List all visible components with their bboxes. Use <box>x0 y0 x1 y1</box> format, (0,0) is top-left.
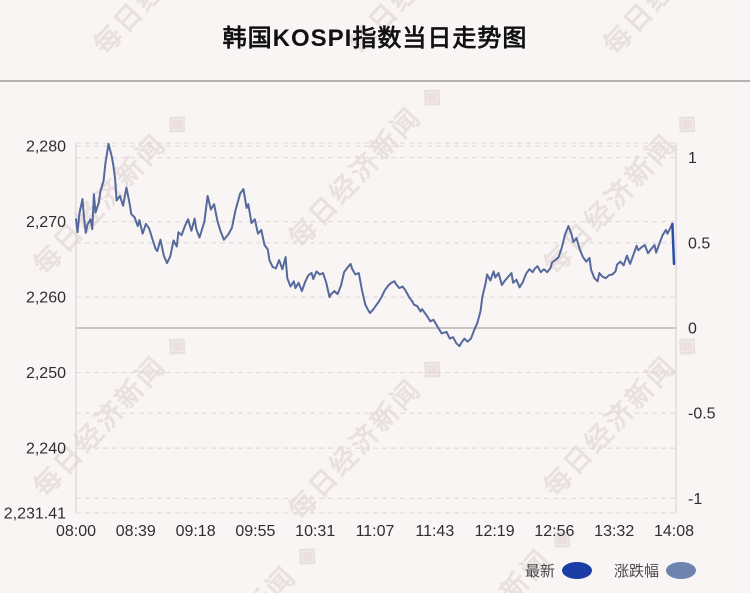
y-right-tick-label: -0.5 <box>688 406 716 423</box>
y-left-tick-label: 2,250 <box>26 365 66 382</box>
price-line <box>75 142 674 348</box>
y-right-tick-label: 0.5 <box>688 235 710 252</box>
x-tick-label: 09:55 <box>235 523 275 540</box>
legend-swatch-latest <box>561 562 592 579</box>
legend-label-latest: 最新 <box>524 563 555 580</box>
chart-legend: 最新 涨跌幅 <box>525 560 696 581</box>
y-right-tick-label: -1 <box>688 491 702 508</box>
y-left-tick-label: 2,270 <box>26 214 66 231</box>
y-right-tick-label: 1 <box>688 150 697 167</box>
x-tick-label: 11:43 <box>415 523 454 540</box>
legend-swatch-change-pct <box>666 562 696 579</box>
legend-label-change-pct: 涨跌幅 <box>613 563 659 580</box>
x-tick-label: 10:31 <box>295 523 335 540</box>
x-tick-label: 12:19 <box>475 523 515 540</box>
x-tick-label: 08:39 <box>116 523 156 540</box>
y-left-tick-label: 2,280 <box>26 139 66 156</box>
x-tick-label: 09:18 <box>176 523 216 540</box>
x-tick-label: 08:00 <box>56 523 96 540</box>
y-left-tick-label: 2,260 <box>26 290 66 307</box>
y-left-tick-label: 2,240 <box>26 441 66 458</box>
y-right-tick-label: 0 <box>688 321 697 338</box>
price-line-latest-segment <box>671 222 676 266</box>
title-divider <box>0 80 750 82</box>
x-tick-label: 13:32 <box>594 523 634 540</box>
x-tick-label: 11:07 <box>356 523 395 540</box>
legend-item-latest: 最新 <box>525 560 592 581</box>
page-title: 韩国KOSPI指数当日走势图 <box>222 25 528 52</box>
y-left-min-label: 2,231.41 <box>4 506 66 523</box>
x-tick-label: 14:08 <box>654 523 694 540</box>
x-tick-label: 12:56 <box>534 523 574 540</box>
legend-item-change-pct: 涨跌幅 <box>614 560 696 581</box>
